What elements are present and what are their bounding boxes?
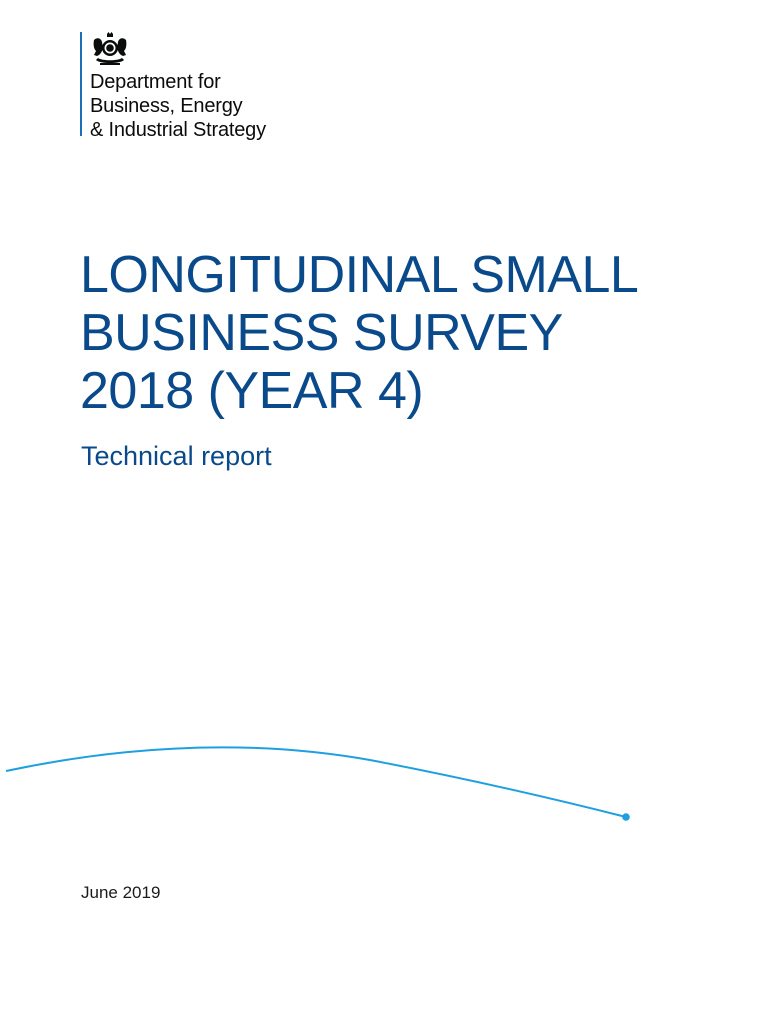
department-name-line: & Industrial Strategy — [90, 119, 266, 141]
document-title: LONGITUDINAL SMALL BUSINESS SURVEY 2018 … — [80, 246, 639, 420]
logo-bar — [80, 32, 82, 136]
decorative-arc — [5, 746, 630, 821]
title-line: BUSINESS SURVEY — [80, 304, 563, 362]
department-name-line: Business, Energy — [90, 95, 243, 117]
arc-end-dot — [622, 813, 630, 821]
title-line: LONGITUDINAL SMALL — [80, 246, 639, 304]
publication-date: June 2019 — [81, 883, 161, 902]
department-name-line: Department for — [90, 71, 221, 93]
document-subtitle: Technical report — [81, 441, 272, 471]
department-name: Department for Business, Energy & Indust… — [90, 70, 266, 142]
arc-line — [5, 746, 627, 818]
title-line: 2018 (YEAR 4) — [80, 362, 424, 420]
royal-coat-of-arms-icon — [93, 32, 127, 65]
